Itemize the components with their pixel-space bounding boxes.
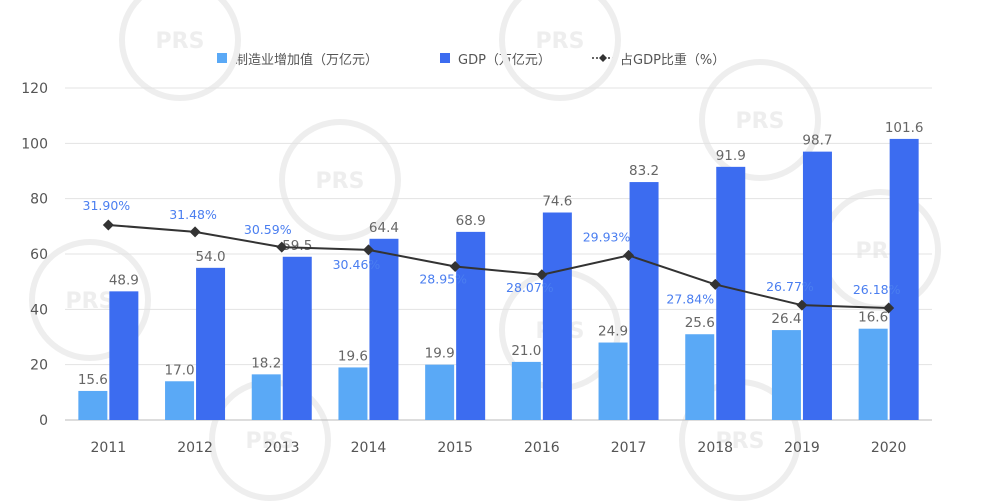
bar-manufacturing bbox=[685, 334, 715, 420]
y-tick-label: 20 bbox=[30, 358, 48, 374]
bar-manufacturing bbox=[338, 367, 368, 420]
watermark-text: PRS bbox=[246, 429, 295, 454]
watermark-text: PRS bbox=[736, 109, 785, 134]
watermark-seal-icon bbox=[699, 59, 821, 181]
bar-value-label-gdp: 48.9 bbox=[109, 272, 139, 288]
bar-gdp bbox=[716, 166, 746, 420]
x-tick-label: 2020 bbox=[871, 440, 907, 456]
share-value-label: 26.18% bbox=[853, 282, 901, 297]
y-tick-label: 100 bbox=[21, 136, 48, 152]
bar-value-label-manufacturing: 26.4 bbox=[771, 311, 801, 327]
x-tick-label: 2016 bbox=[524, 440, 560, 456]
x-tick-label: 2013 bbox=[264, 440, 300, 456]
legend-label-share: 占GDP比重（%） bbox=[620, 52, 726, 68]
legend-line-marker-icon bbox=[592, 53, 614, 63]
bar-gdp bbox=[282, 256, 312, 420]
bar-manufacturing bbox=[425, 364, 455, 420]
share-value-label: 30.59% bbox=[244, 222, 292, 237]
bar-value-label-gdp: 54.0 bbox=[196, 249, 226, 265]
watermark-text: PRS bbox=[716, 429, 765, 454]
bar-gdp bbox=[629, 182, 659, 420]
y-tick-label: 80 bbox=[30, 192, 48, 208]
x-tick-label: 2015 bbox=[437, 440, 473, 456]
bar-value-label-manufacturing: 25.6 bbox=[685, 315, 715, 331]
share-value-label: 29.93% bbox=[583, 229, 631, 244]
x-tick-label: 2011 bbox=[91, 440, 127, 456]
watermark-text: PRS bbox=[536, 29, 585, 54]
x-tick-label: 2012 bbox=[177, 440, 213, 456]
bar-value-label-manufacturing: 21.0 bbox=[511, 343, 541, 359]
y-tick-label: 60 bbox=[30, 247, 48, 263]
watermark-seal-icon bbox=[29, 239, 151, 361]
share-marker bbox=[623, 249, 635, 261]
share-value-label: 26.77% bbox=[766, 279, 814, 294]
bar-value-label-gdp: 59.5 bbox=[282, 238, 312, 254]
share-marker bbox=[449, 260, 461, 272]
bar-value-label-gdp: 68.9 bbox=[456, 213, 486, 229]
bar-manufacturing bbox=[78, 390, 108, 420]
share-line bbox=[108, 223, 889, 309]
bar-value-label-manufacturing: 16.6 bbox=[858, 310, 888, 326]
bar-manufacturing bbox=[511, 361, 541, 420]
x-tick-label: 2017 bbox=[611, 440, 647, 456]
bar-gdp bbox=[196, 267, 226, 420]
watermark-seal-icon bbox=[499, 0, 621, 101]
share-marker bbox=[796, 299, 808, 311]
bar-gdp bbox=[109, 291, 139, 420]
bar-value-label-gdp: 98.7 bbox=[802, 133, 832, 149]
watermark-seal-icon bbox=[279, 119, 401, 241]
bar-value-label-manufacturing: 24.9 bbox=[598, 324, 628, 340]
x-tick-label: 2019 bbox=[784, 440, 820, 456]
bar-manufacturing bbox=[858, 328, 888, 420]
bar-value-label-gdp: 91.9 bbox=[716, 148, 746, 164]
share-marker bbox=[709, 278, 721, 290]
x-tick-label: 2018 bbox=[697, 440, 733, 456]
share-value-label: 27.84% bbox=[666, 291, 714, 306]
bar-value-label-gdp: 101.6 bbox=[885, 120, 924, 136]
y-tick-label: 120 bbox=[21, 81, 48, 97]
bar-value-label-gdp: 64.4 bbox=[369, 220, 399, 236]
share-marker bbox=[276, 241, 288, 253]
bar-gdp bbox=[542, 212, 572, 420]
watermark-text: PRS bbox=[66, 289, 115, 314]
bar-manufacturing bbox=[165, 381, 195, 420]
legend-swatch-manufacturing bbox=[217, 53, 227, 63]
share-value-label: 31.48% bbox=[169, 207, 217, 222]
x-tick-label: 2014 bbox=[351, 440, 387, 456]
watermark-text: PRS bbox=[156, 29, 205, 54]
bar-value-label-manufacturing: 19.6 bbox=[338, 348, 368, 364]
share-marker bbox=[536, 269, 548, 281]
legend-item-share: 占GDP比重（%） bbox=[592, 47, 725, 69]
share-value-label: 28.07% bbox=[506, 280, 554, 295]
bar-value-label-manufacturing: 15.6 bbox=[78, 372, 108, 388]
watermark-text: PRS bbox=[316, 169, 365, 194]
share-value-label: 30.46% bbox=[333, 257, 381, 272]
bar-value-label-gdp: 83.2 bbox=[629, 163, 659, 179]
legend-label-manufacturing: 制造业增加值（万亿元） bbox=[235, 52, 379, 68]
bar-manufacturing bbox=[771, 330, 801, 420]
share-marker bbox=[883, 302, 895, 314]
y-tick-label: 0 bbox=[39, 413, 48, 429]
bar-value-label-manufacturing: 18.2 bbox=[251, 355, 281, 371]
bar-manufacturing bbox=[251, 374, 281, 420]
bar-value-label-manufacturing: 19.9 bbox=[425, 346, 455, 362]
watermark-seal-icon bbox=[119, 0, 241, 101]
y-tick-label: 40 bbox=[30, 302, 48, 318]
bar-gdp bbox=[889, 138, 919, 420]
share-value-label: 28.95% bbox=[419, 271, 467, 286]
bar-gdp bbox=[802, 151, 832, 420]
share-marker bbox=[362, 244, 374, 256]
share-marker bbox=[189, 226, 201, 238]
share-value-label: 31.90% bbox=[83, 198, 131, 213]
bar-value-label-gdp: 74.6 bbox=[542, 194, 572, 210]
bar-gdp bbox=[456, 231, 486, 420]
bar-manufacturing bbox=[598, 342, 628, 420]
bar-gdp bbox=[369, 238, 399, 420]
share-marker bbox=[102, 219, 114, 231]
legend-item-manufacturing: 制造业增加值（万亿元） bbox=[217, 47, 378, 69]
legend-swatch-gdp bbox=[440, 53, 450, 63]
bar-value-label-manufacturing: 17.0 bbox=[165, 362, 195, 378]
